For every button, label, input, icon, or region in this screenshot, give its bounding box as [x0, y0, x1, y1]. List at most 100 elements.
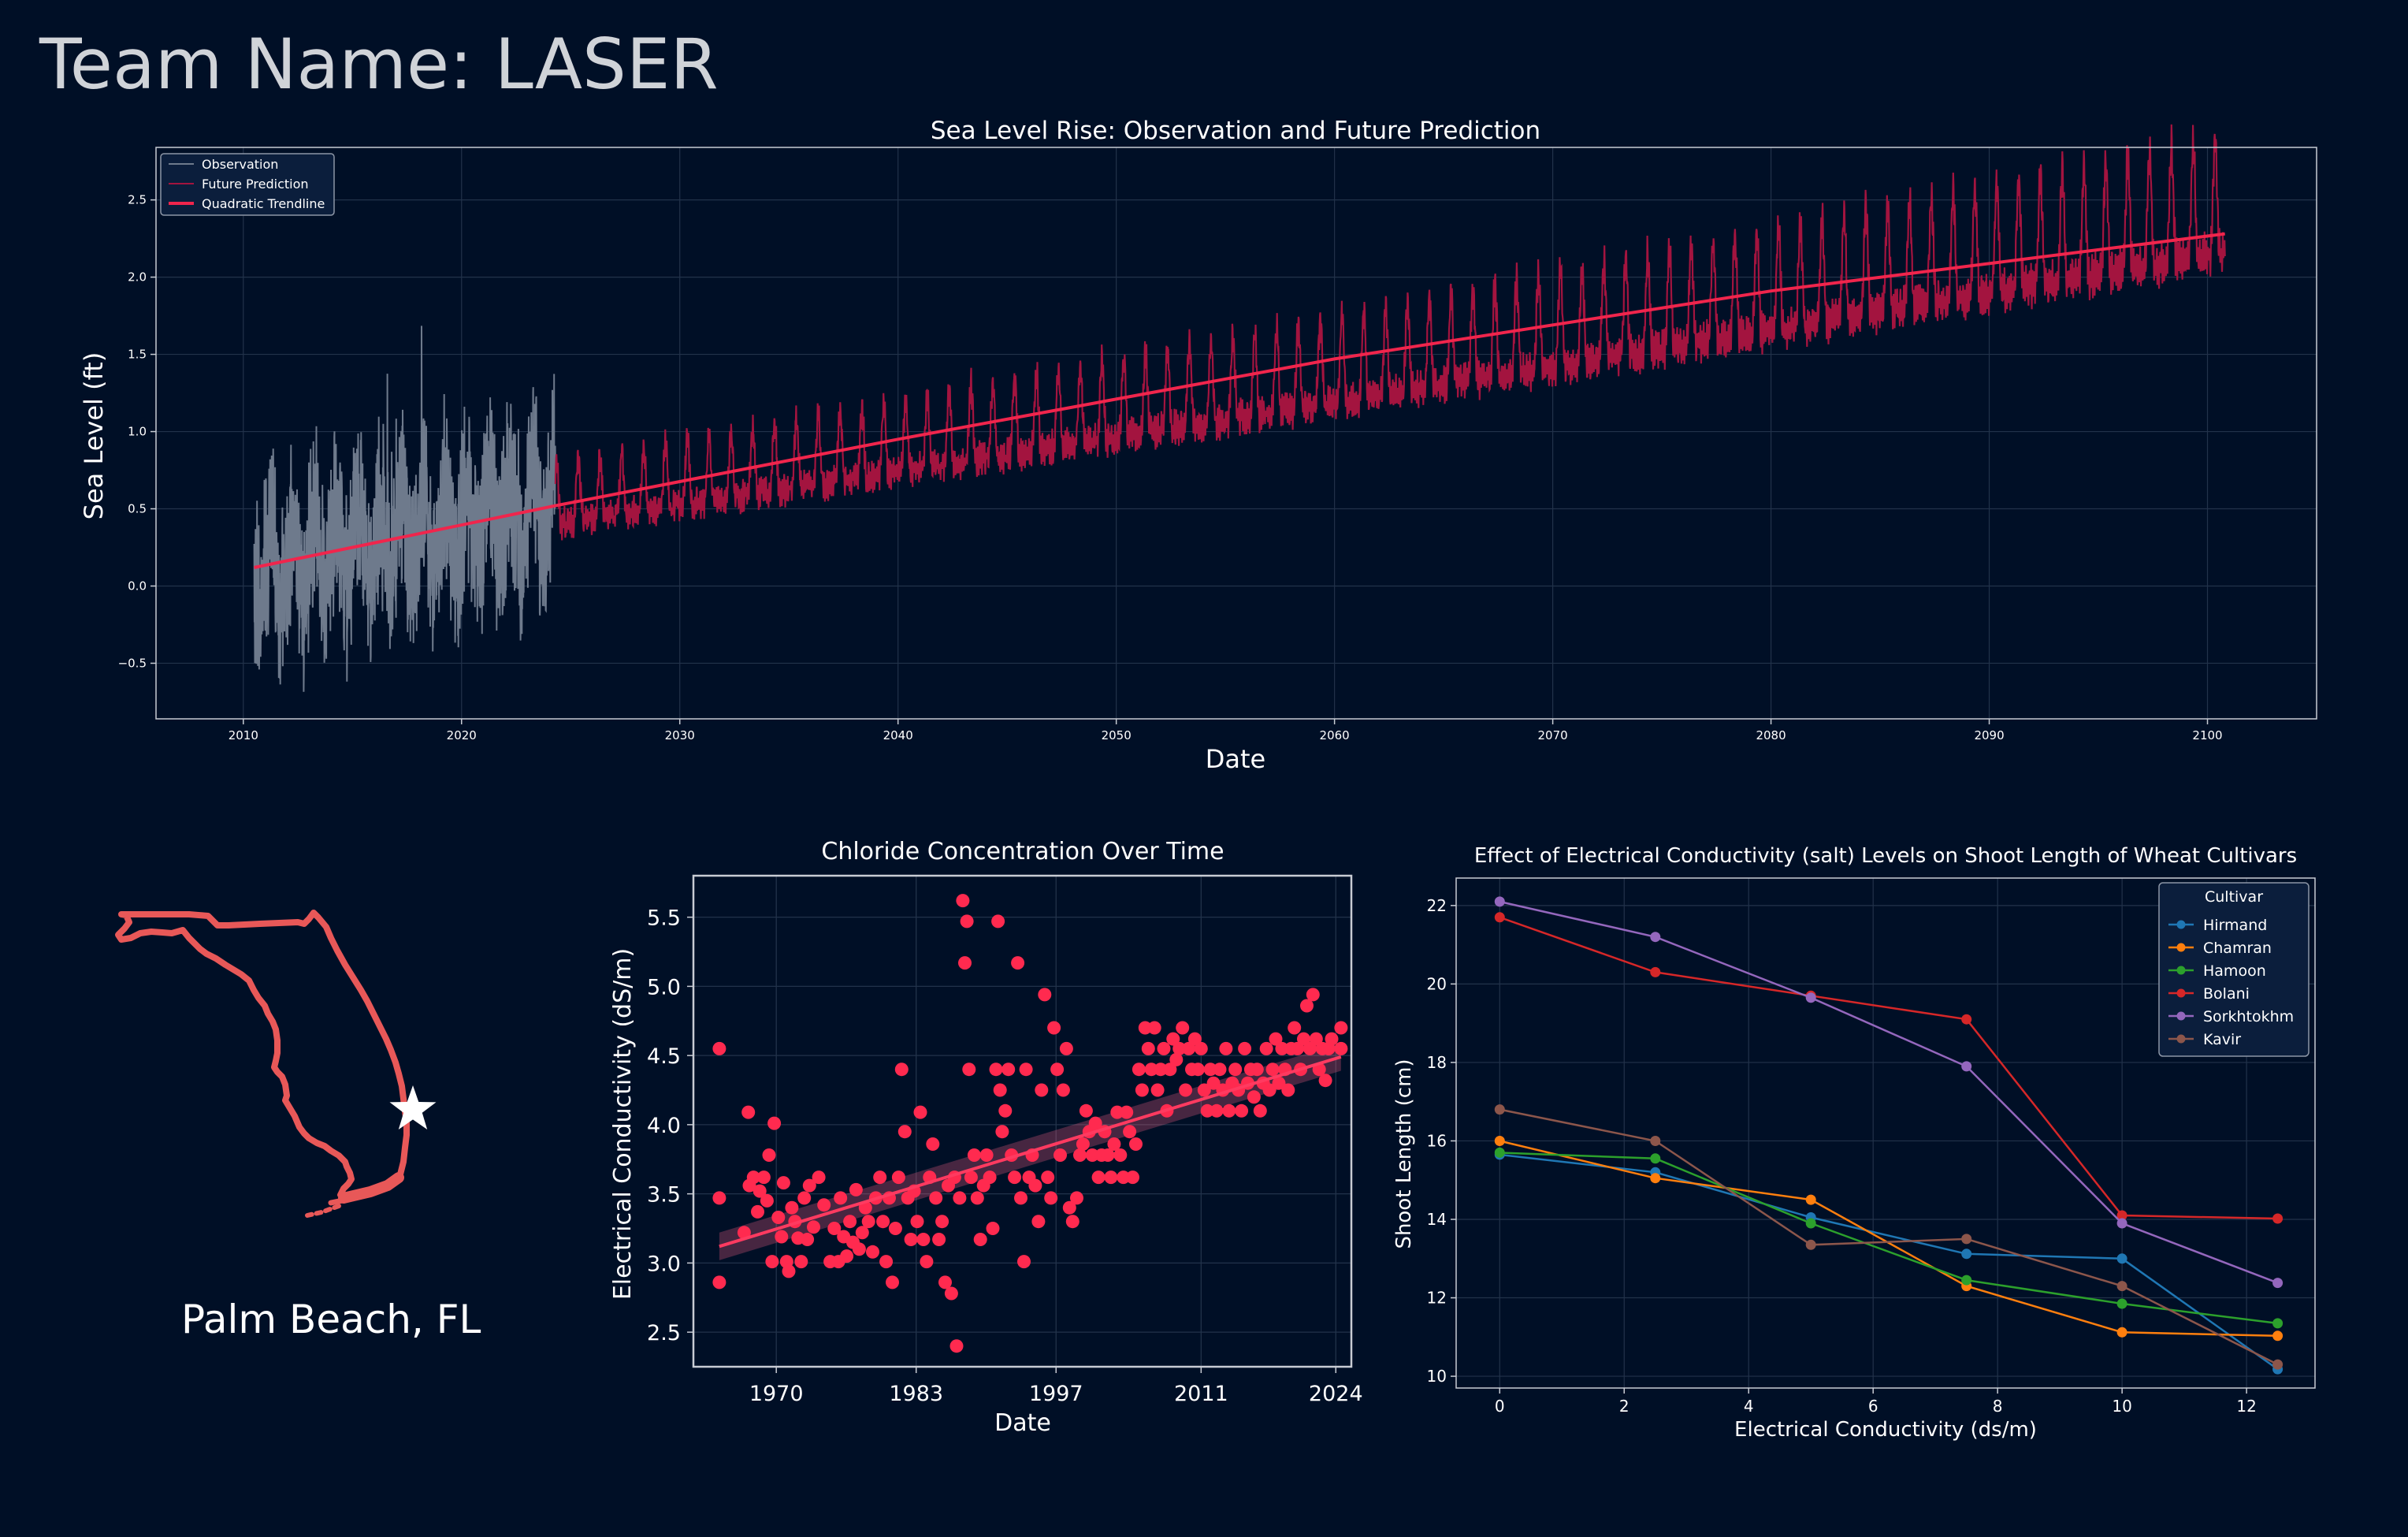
- data-point: [1070, 1191, 1083, 1205]
- x-tick-label: 0: [1495, 1397, 1505, 1416]
- data-point: [1076, 1137, 1090, 1151]
- data-point: [916, 1233, 931, 1246]
- y-tick-label: 10: [1427, 1367, 1447, 1386]
- data-point-hamoon: [2116, 1298, 2127, 1309]
- plot-frame: [1455, 877, 2316, 1389]
- data-point-hamoon: [1650, 1153, 1661, 1164]
- data-point: [1163, 1063, 1177, 1077]
- data-point: [834, 1191, 848, 1205]
- x-tick-label: 6: [1868, 1397, 1878, 1416]
- legend-marker: [2176, 988, 2186, 998]
- data-point: [1250, 1063, 1264, 1077]
- data-point-sorkhtokhm: [1494, 896, 1505, 907]
- data-point: [861, 1215, 875, 1229]
- data-point-bolani: [1494, 912, 1505, 923]
- data-point: [886, 1275, 899, 1290]
- plot-frame: [155, 147, 2317, 720]
- data-point: [1297, 1032, 1310, 1046]
- data-point-sorkhtokhm: [1961, 1061, 1972, 1072]
- data-point: [1132, 1063, 1146, 1077]
- data-point: [953, 1191, 967, 1205]
- data-point: [1017, 1255, 1031, 1269]
- x-tick-label: 2060: [1320, 728, 1350, 742]
- data-point: [817, 1198, 831, 1212]
- data-point: [1203, 1063, 1217, 1077]
- data-point: [1222, 1103, 1236, 1118]
- data-point: [944, 1286, 958, 1301]
- data-point: [1011, 956, 1025, 970]
- data-point: [1182, 1041, 1196, 1055]
- data-point: [1041, 1170, 1055, 1185]
- x-axis-label: Electrical Conductivity (ds/m): [1734, 1418, 2037, 1442]
- chart-legend: Observation Future Prediction Quadratic …: [160, 153, 335, 216]
- y-tick-label: 0.0: [128, 579, 147, 593]
- y-tick-label: 0.5: [128, 502, 147, 516]
- data-point: [1144, 1063, 1158, 1077]
- data-point: [1035, 1083, 1049, 1097]
- y-tick-label: 1.5: [128, 348, 147, 362]
- x-tick-label: 2011: [1174, 1382, 1228, 1406]
- series-kavir: [1499, 1108, 2279, 1366]
- data-point: [1110, 1105, 1124, 1119]
- data-point: [1154, 1063, 1168, 1077]
- data-point: [1238, 1041, 1252, 1055]
- data-point-bolani: [2272, 1213, 2284, 1224]
- data-point: [1054, 1148, 1067, 1162]
- data-point: [1200, 1103, 1214, 1118]
- data-point: [1309, 1032, 1323, 1046]
- data-point-sorkhtokhm: [1805, 992, 1816, 1003]
- location-label: Palm Beach, FL: [181, 1297, 481, 1342]
- data-point: [998, 1103, 1013, 1118]
- data-point: [1325, 1032, 1339, 1046]
- data-point: [1031, 1215, 1046, 1229]
- data-point-sorkhtokhm: [2116, 1218, 2127, 1229]
- chart-title: Sea Level Rise: Observation and Future P…: [931, 117, 1540, 145]
- data-point: [970, 1191, 984, 1205]
- x-tick-label: 8: [1993, 1397, 2003, 1416]
- data-point: [888, 1222, 902, 1235]
- data-point: [1179, 1083, 1193, 1097]
- data-point: [1147, 1021, 1161, 1035]
- y-tick-label: 14: [1427, 1210, 1447, 1229]
- chart-legend: Cultivar Hirmand Chamran Hamoon Bolani Sorkht…: [2158, 882, 2310, 1057]
- data-point: [1123, 1125, 1137, 1139]
- y-tick-label: 16: [1427, 1131, 1447, 1150]
- data-point: [855, 1226, 869, 1240]
- data-point-kavir: [2116, 1281, 2127, 1292]
- data-point: [1079, 1103, 1093, 1118]
- x-tick-label: 1970: [749, 1382, 804, 1406]
- data-point: [1253, 1103, 1267, 1118]
- data-point-hamoon: [1961, 1275, 1972, 1286]
- star-icon: [389, 1085, 437, 1129]
- data-point-chamran: [1650, 1173, 1661, 1184]
- data-point: [1059, 1041, 1073, 1055]
- data-point: [1269, 1032, 1283, 1046]
- y-tick-label: −0.5: [118, 656, 147, 670]
- data-point: [929, 1191, 943, 1205]
- data-point: [1302, 1041, 1317, 1055]
- data-point: [794, 1255, 808, 1269]
- data-point: [873, 1170, 887, 1185]
- data-point: [812, 1170, 826, 1185]
- data-point: [1065, 1215, 1080, 1229]
- x-tick-label: 2040: [883, 728, 913, 742]
- data-point: [1210, 1103, 1224, 1118]
- data-point-sorkhtokhm: [1650, 932, 1661, 943]
- series-hamoon: [1499, 1152, 2278, 1325]
- data-point: [991, 914, 1005, 929]
- x-tick-label: 2020: [447, 728, 477, 742]
- data-point: [967, 1148, 981, 1162]
- legend-entry-hirmand: Hirmand: [2203, 917, 2267, 934]
- data-point: [1197, 1083, 1211, 1097]
- data-point: [920, 1255, 934, 1269]
- y-tick-label: 3.5: [647, 1183, 681, 1208]
- data-point: [891, 1170, 905, 1185]
- data-point: [1091, 1170, 1106, 1185]
- data-point: [995, 1125, 1009, 1139]
- data-point: [807, 1220, 820, 1234]
- data-point-hirmand: [2116, 1253, 2127, 1264]
- data-point: [712, 1041, 726, 1055]
- data-point: [771, 1211, 786, 1224]
- data-point: [1062, 1200, 1076, 1215]
- data-point: [1318, 1074, 1332, 1088]
